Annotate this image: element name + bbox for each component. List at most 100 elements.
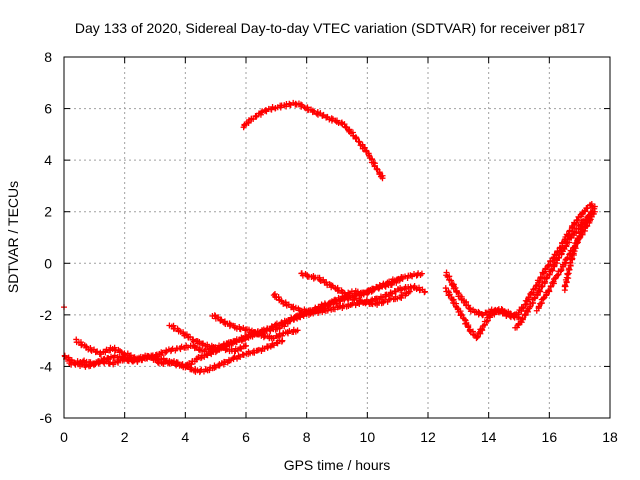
data-point <box>549 257 556 264</box>
y-tick-label: 2 <box>44 204 52 220</box>
x-tick-label: 14 <box>481 429 497 445</box>
data-point <box>588 200 595 207</box>
data-layer <box>61 99 598 376</box>
data-point <box>250 116 257 123</box>
data-point <box>572 243 579 250</box>
data-point <box>342 123 349 130</box>
data-point <box>462 320 469 327</box>
data-point <box>536 278 543 285</box>
data-point <box>459 311 466 318</box>
series-arc-right-2 <box>442 285 522 342</box>
data-point <box>535 304 542 311</box>
data-point <box>563 256 570 263</box>
data-point <box>178 343 185 350</box>
data-point <box>537 288 544 295</box>
data-point <box>418 270 425 277</box>
data-point <box>582 208 589 215</box>
data-point <box>206 367 213 374</box>
data-point <box>353 135 360 142</box>
x-tick-label: 8 <box>303 429 311 445</box>
x-tick-label: 18 <box>602 429 618 445</box>
data-point <box>567 233 574 240</box>
data-point <box>591 203 598 210</box>
data-point <box>567 260 574 267</box>
data-point <box>555 254 562 261</box>
data-point <box>538 274 545 281</box>
data-point <box>397 275 404 282</box>
data-point <box>465 302 472 309</box>
x-tick-label: 10 <box>360 429 376 445</box>
data-point <box>387 295 394 302</box>
y-tick-label: -6 <box>40 410 53 426</box>
data-point <box>379 175 386 182</box>
data-point <box>187 333 194 340</box>
series-arc-low-1 <box>61 337 286 376</box>
data-point <box>243 342 249 349</box>
data-point <box>323 279 330 286</box>
plot-frame <box>63 56 611 419</box>
data-point <box>538 283 545 290</box>
data-point <box>568 255 575 262</box>
data-point <box>564 232 571 239</box>
data-point <box>258 109 265 116</box>
x-tick-label: 12 <box>420 429 436 445</box>
data-point <box>406 288 413 295</box>
data-point <box>549 267 556 274</box>
data-point <box>448 277 455 284</box>
data-point <box>102 349 109 356</box>
data-point <box>574 237 581 244</box>
data-point <box>365 152 372 159</box>
data-point <box>445 292 452 299</box>
data-point <box>543 275 550 282</box>
x-tick-label: 6 <box>242 429 250 445</box>
data-point <box>465 323 472 330</box>
x-tick-label: 0 <box>60 429 68 445</box>
data-point <box>294 327 301 334</box>
series-arc-mid-2 <box>209 312 301 342</box>
series-arc-high <box>240 99 386 182</box>
data-point <box>373 165 380 172</box>
data-point <box>339 302 346 309</box>
data-point <box>586 212 593 219</box>
y-tick-label: 4 <box>44 152 52 168</box>
data-point <box>552 275 559 282</box>
data-point <box>483 318 490 325</box>
data-point <box>516 314 522 321</box>
data-point <box>354 288 361 295</box>
x-tick-label: 4 <box>181 429 189 445</box>
data-point <box>547 283 554 290</box>
series-arc-right-4 <box>533 213 595 314</box>
series-arc-right-5 <box>561 203 598 294</box>
y-tick-label: 8 <box>44 49 52 65</box>
data-point <box>260 334 267 341</box>
data-point <box>83 343 90 350</box>
data-point <box>338 120 345 127</box>
y-tick-label: -2 <box>40 307 53 323</box>
data-point <box>106 360 113 367</box>
data-point <box>546 287 553 294</box>
data-point <box>319 112 326 119</box>
grid-layer <box>64 57 610 418</box>
data-point <box>536 287 543 294</box>
data-point <box>286 100 293 107</box>
chart-title: Day 133 of 2020, Sidereal Day-to-day VTE… <box>75 20 585 36</box>
series-arc-mid-3 <box>270 288 413 316</box>
x-tick-label: 2 <box>121 429 129 445</box>
data-point <box>474 333 481 340</box>
data-point <box>371 162 378 169</box>
y-tick-label: -4 <box>40 358 53 374</box>
data-point <box>520 304 527 311</box>
y-tick-label: 0 <box>44 255 52 271</box>
series-arc-mid-4 <box>298 270 404 299</box>
data-point <box>332 296 339 303</box>
data-point <box>519 315 526 322</box>
data-point <box>197 355 204 362</box>
data-point <box>421 288 428 295</box>
x-axis-title: GPS time / hours <box>284 457 391 473</box>
data-point <box>217 317 224 324</box>
data-point <box>286 327 293 334</box>
x-tick-label: 16 <box>542 429 558 445</box>
data-point <box>518 319 525 326</box>
data-point <box>356 138 363 145</box>
